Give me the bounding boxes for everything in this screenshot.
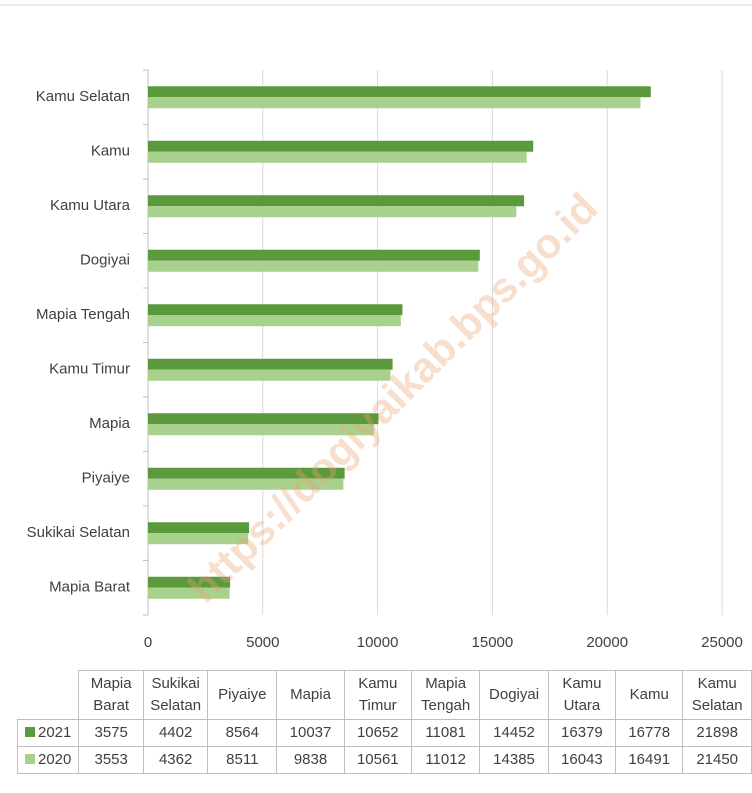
y-tick-label: Mapia Barat [49,579,131,596]
y-tick-label: Kamu Timur [49,361,130,378]
x-tick-label: 5000 [246,634,279,651]
y-tick-label: Sukikai Selatan [27,524,130,541]
table-header: Kamu Utara [547,670,617,720]
bar [148,206,517,218]
x-tick-label: 25000 [701,634,743,651]
data-table: Mapia Barat Sukikai Selatan Piyaiye Mapia Ka… [16,670,752,774]
table-header: Mapia [276,670,345,720]
table-header: Mapia Barat [78,670,144,720]
table-header: Sukikai Selatan [142,670,209,720]
y-tick-label: Mapia Tengah [36,306,130,323]
y-tick-label: Piyaiye [82,470,130,487]
table-value: 4362 [142,746,209,774]
bar [148,533,249,545]
table-value: 16491 [615,746,684,774]
bar [148,413,379,425]
table-value: 9838 [276,746,345,774]
legend-label: 2021 [38,724,72,741]
table-value: 21898 [682,719,752,747]
table-value: 3575 [78,719,144,747]
table-value: 16379 [547,719,617,747]
bar [148,522,250,534]
x-tick-label: 0 [144,634,152,651]
bar [148,304,403,316]
bar [148,576,231,588]
table-value: 8564 [207,719,278,747]
table-header: Kamu [615,670,684,720]
bar [148,140,534,152]
y-tick-label: Kamu [91,143,130,160]
table-value: 10652 [343,719,412,747]
bar [148,151,527,163]
bar [148,249,480,261]
table-value: 3553 [78,746,144,774]
legend-key [25,754,35,764]
table-value: 4402 [142,719,209,747]
y-tick-label: Mapia [89,415,131,432]
bar [148,195,525,207]
watermark: https://dogiyaikab.bps.go.id [179,184,607,612]
y-tick-label: Kamu Utara [50,197,131,214]
table-header: Dogiyai [479,670,549,720]
table-value: 16778 [615,719,684,747]
bar [148,260,479,272]
legend-label: 2020 [38,751,72,768]
table-header: Mapia Tengah [410,670,481,720]
table-header: Kamu Timur [343,670,412,720]
table-header: Kamu Selatan [682,670,752,720]
table-value: 11012 [410,746,481,774]
legend-key [25,727,35,737]
y-tick-label: Kamu Selatan [36,88,130,105]
table-value: 10037 [276,719,345,747]
table-corner [17,670,80,720]
bar [148,587,230,599]
x-tick-label: 15000 [472,634,514,651]
legend-entry: 2020 [16,746,80,774]
x-tick-label: 10000 [357,634,399,651]
table-value: 14385 [479,746,549,774]
table-value: 21450 [682,746,752,774]
bar [148,358,393,370]
legend-entry: 2021 [16,719,80,747]
bar [148,97,641,109]
bar [148,86,651,98]
table-header: Piyaiye [207,670,278,720]
bar [148,315,401,327]
x-tick-label: 20000 [586,634,628,651]
bar [148,369,391,381]
table-value: 11081 [410,719,481,747]
table-value: 14452 [479,719,549,747]
y-tick-label: Dogiyai [80,252,130,269]
table-value: 8511 [207,746,278,774]
bar [148,478,344,490]
table-value: 10561 [343,746,412,774]
table-value: 16043 [547,746,617,774]
bar [148,424,374,436]
bar [148,467,345,479]
